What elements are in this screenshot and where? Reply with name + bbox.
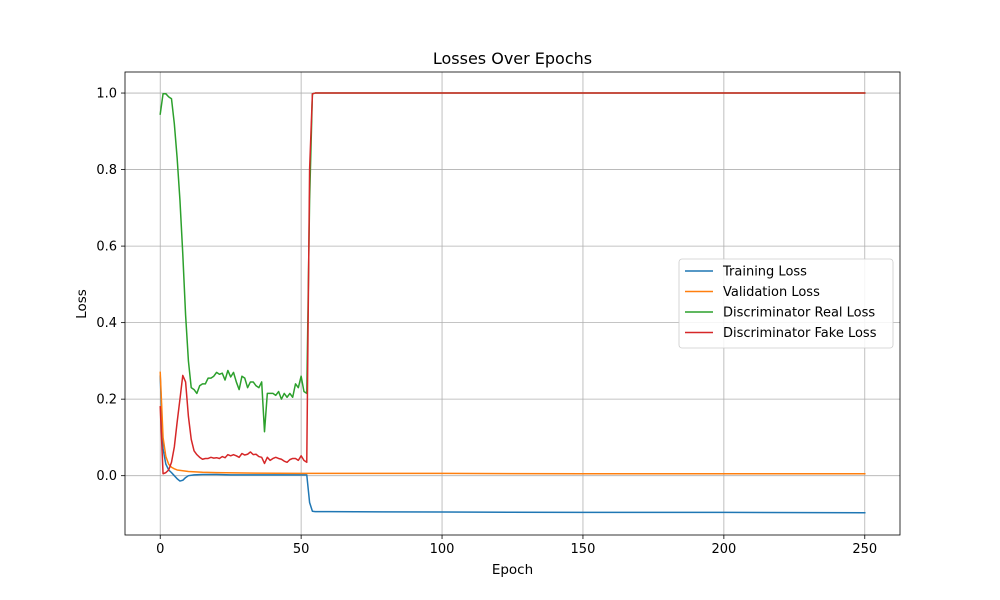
series-line-discriminator-fake-loss [159,92,866,475]
y-tick-label: 0.4 [96,316,117,331]
x-tick-label: 0 [156,542,164,557]
y-tick-label: 0.2 [96,393,117,408]
y-tick-label: 0.6 [96,240,117,255]
x-tick-label: 100 [430,542,455,557]
y-tick-label: 0.8 [96,163,117,178]
x-tick-label: 250 [852,542,877,557]
x-tick-label: 50 [293,542,310,557]
y-tick-label: 0.0 [96,469,117,484]
legend-entry: Discriminator Fake Loss [723,326,877,341]
series-line-validation-loss [159,371,866,475]
legend-entry: Discriminator Real Loss [723,306,875,321]
chart-title: Losses Over Epochs [433,49,592,68]
axes-frame [124,71,901,536]
legend-entry: Validation Loss [723,285,820,300]
series-line-discriminator-real-loss [159,92,866,433]
x-tick-label: 200 [711,542,736,557]
x-axis-label: Epoch [492,562,533,578]
y-tick-label: 1.0 [96,87,117,102]
x-tick-label: 150 [571,542,596,557]
y-axis-label: Loss [74,289,90,319]
legend-box [678,258,894,349]
series-line-training-loss [159,375,866,514]
plot-area: 0 50 100 150 200 250 0.0 0.2 0.4 0.6 0.8 1.0 Trainin… [96,71,901,557]
legend: Training Loss Validation Loss Discriminato… [678,258,894,349]
legend-entry: Training Loss [722,265,807,280]
